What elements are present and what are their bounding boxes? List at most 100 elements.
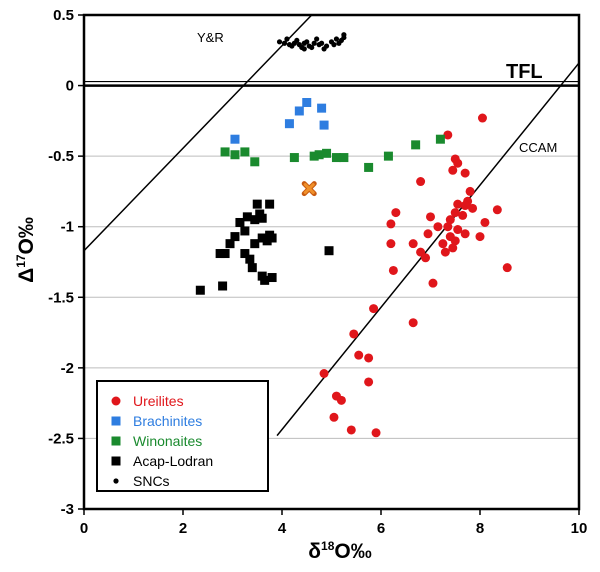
ureilites-point bbox=[408, 239, 418, 249]
y-tick-label: 0.5 bbox=[53, 7, 74, 24]
winonaites-point bbox=[250, 157, 260, 167]
ureilites-point bbox=[336, 395, 346, 405]
ureilites-point bbox=[450, 208, 460, 218]
ureilites-point bbox=[386, 239, 396, 249]
sncs-point bbox=[319, 40, 325, 46]
sncs-point bbox=[281, 40, 288, 46]
x-tick-label: 2 bbox=[179, 520, 187, 537]
winonaites-point bbox=[383, 151, 393, 161]
acap-lodran-point bbox=[230, 232, 240, 242]
y-tick-label: -3 bbox=[61, 501, 74, 518]
ureilites-point bbox=[450, 236, 460, 246]
acap-lodran-point bbox=[260, 275, 270, 285]
acap-lodran-point bbox=[250, 215, 260, 225]
ureilites-point bbox=[448, 243, 458, 253]
winonaites-point bbox=[364, 162, 374, 172]
yr-line bbox=[84, 15, 313, 252]
ureilites-point bbox=[319, 369, 329, 379]
sncs-point bbox=[276, 39, 283, 45]
y-tick-label: -2 bbox=[61, 360, 74, 377]
winonaites-point bbox=[331, 153, 341, 163]
brachinites-point bbox=[319, 120, 329, 130]
yr-line-label: Y&R bbox=[197, 30, 224, 45]
winonaites-point bbox=[230, 150, 240, 160]
unlabeled-point bbox=[301, 181, 317, 197]
ureilites-point bbox=[502, 263, 512, 273]
ureilites-point bbox=[346, 425, 356, 435]
x-tick-label: 4 bbox=[278, 520, 287, 537]
acap-lodran-point bbox=[245, 254, 255, 264]
brachinites-point bbox=[317, 103, 327, 113]
ureilites-point bbox=[371, 428, 381, 438]
acap-lodran-point bbox=[257, 213, 267, 223]
x-tick-label: 6 bbox=[377, 520, 385, 537]
ureilites-point bbox=[453, 158, 463, 168]
legend: Ureilites Brachinites Winonaites Acap-Lodra… bbox=[96, 380, 269, 492]
winonaites-point bbox=[435, 134, 445, 144]
acap-lodran-point bbox=[252, 199, 262, 209]
ureilites-point bbox=[416, 177, 426, 187]
y-tick-label: -2.5 bbox=[48, 430, 74, 447]
acap-lodran-point bbox=[195, 285, 205, 295]
y-tick-label: -0.5 bbox=[48, 148, 74, 165]
winonaites-point bbox=[289, 153, 299, 163]
acap-lodran-point bbox=[242, 212, 252, 222]
acap-lodran-point bbox=[235, 217, 245, 227]
ureilites-point bbox=[349, 329, 359, 339]
acap-lodran-point bbox=[267, 273, 277, 283]
ureilites-point bbox=[460, 201, 470, 211]
ureilites-point bbox=[426, 212, 435, 222]
sncs-point bbox=[314, 36, 320, 42]
winonaites-point bbox=[339, 153, 349, 163]
ureilites-point bbox=[480, 217, 490, 227]
legend-marker-ureilites bbox=[111, 396, 121, 406]
ureilites-point bbox=[443, 130, 453, 140]
sncs-point bbox=[294, 37, 300, 44]
ureilites-point bbox=[453, 199, 463, 209]
ureilites-point bbox=[369, 304, 379, 314]
ureilites-point bbox=[475, 232, 485, 242]
data-points bbox=[195, 32, 512, 438]
ccam-line bbox=[276, 62, 579, 437]
legend-box bbox=[96, 380, 269, 492]
sncs-point bbox=[304, 39, 310, 45]
sncs-point bbox=[311, 40, 317, 46]
winonaites-point bbox=[314, 150, 324, 160]
x-tick-label: 8 bbox=[476, 520, 484, 537]
ureilites-point bbox=[364, 377, 374, 387]
y-axis-title: Δ17O‰ bbox=[14, 217, 38, 283]
acap-lodran-point bbox=[262, 236, 272, 246]
ureilites-point bbox=[388, 265, 398, 275]
ureilites-point bbox=[477, 113, 487, 123]
legend-marker-winonaites bbox=[111, 436, 121, 446]
sncs-point bbox=[309, 44, 315, 51]
ureilites-point bbox=[492, 205, 502, 215]
x-marker-stroke bbox=[303, 183, 315, 195]
winonaites-point bbox=[322, 148, 332, 158]
ureilites-point bbox=[460, 168, 470, 178]
ureilites-point bbox=[386, 219, 396, 229]
ureilites-point bbox=[428, 278, 438, 288]
legend-marker-sncs bbox=[113, 478, 119, 484]
acap-lodran-point bbox=[215, 249, 225, 259]
ureilites-point bbox=[421, 253, 431, 263]
acap-lodran-point bbox=[225, 239, 235, 249]
ureilites-point bbox=[443, 222, 453, 232]
legend-marker-acap-lodran bbox=[111, 456, 121, 466]
winonaites-point bbox=[309, 151, 319, 161]
x-axis-title: δ18O‰ bbox=[308, 539, 371, 563]
ureilites-point bbox=[408, 318, 418, 328]
acap-lodran-point bbox=[324, 246, 334, 256]
sncs-point bbox=[331, 42, 337, 48]
sncs-point bbox=[301, 46, 307, 52]
x-tick-label: 0 bbox=[80, 520, 88, 537]
tfl-line-label: TFL bbox=[506, 61, 543, 83]
ureilites-point bbox=[458, 210, 468, 220]
winonaites-point bbox=[220, 147, 230, 157]
acap-lodran-point bbox=[218, 281, 228, 291]
legend-label-brachinites: Brachinites bbox=[133, 413, 202, 429]
brachinites-point bbox=[302, 98, 312, 108]
ureilites-point bbox=[445, 215, 455, 225]
